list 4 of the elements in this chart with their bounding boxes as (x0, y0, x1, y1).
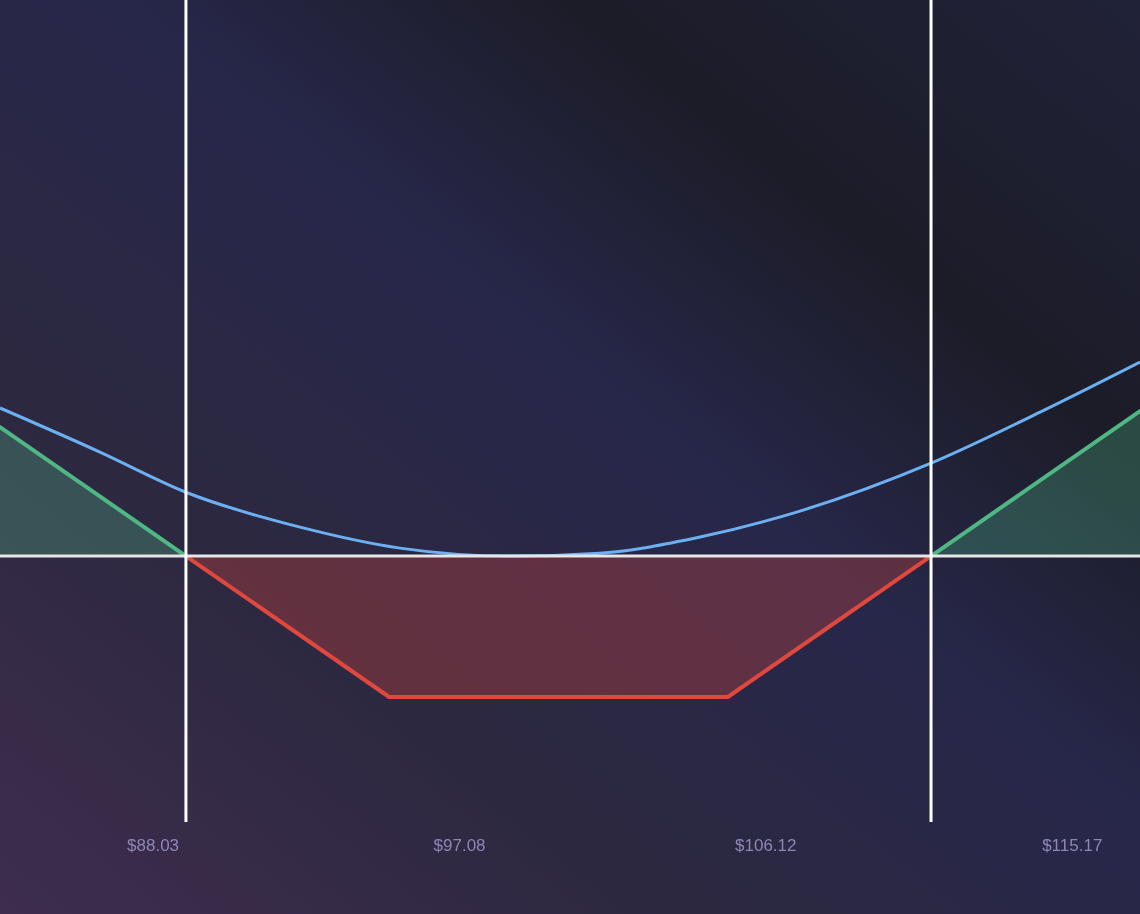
x-tick-label: $88.03 (127, 836, 180, 855)
x-tick-label: $97.08 (433, 836, 486, 855)
x-tick-label: $115.17 (1042, 836, 1103, 855)
x-tick-label: $106.12 (735, 836, 797, 855)
